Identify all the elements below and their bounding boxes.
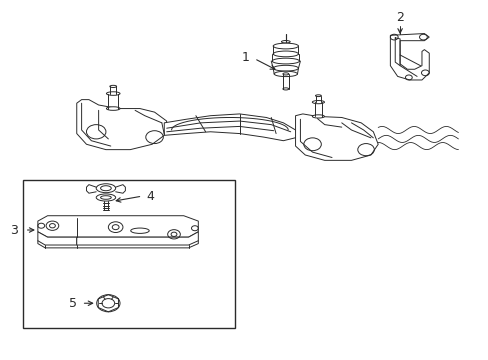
Text: 2: 2 bbox=[395, 11, 403, 24]
Ellipse shape bbox=[312, 100, 324, 104]
Polygon shape bbox=[164, 114, 297, 141]
Text: 3: 3 bbox=[11, 224, 19, 237]
Ellipse shape bbox=[273, 51, 298, 57]
Ellipse shape bbox=[106, 107, 120, 111]
Ellipse shape bbox=[272, 58, 299, 64]
Ellipse shape bbox=[106, 92, 120, 95]
Ellipse shape bbox=[273, 43, 298, 49]
Polygon shape bbox=[38, 216, 198, 237]
Polygon shape bbox=[77, 232, 198, 245]
Bar bbox=[23, 180, 234, 328]
Ellipse shape bbox=[110, 85, 116, 87]
Polygon shape bbox=[295, 114, 377, 160]
Ellipse shape bbox=[274, 71, 297, 77]
Polygon shape bbox=[38, 232, 77, 245]
Ellipse shape bbox=[312, 115, 324, 118]
Ellipse shape bbox=[96, 194, 116, 201]
Text: 5: 5 bbox=[69, 297, 77, 310]
Text: 4: 4 bbox=[146, 190, 154, 203]
Ellipse shape bbox=[96, 184, 116, 193]
Polygon shape bbox=[389, 33, 428, 80]
Ellipse shape bbox=[273, 65, 298, 71]
Polygon shape bbox=[77, 100, 166, 150]
Text: 1: 1 bbox=[241, 51, 249, 64]
